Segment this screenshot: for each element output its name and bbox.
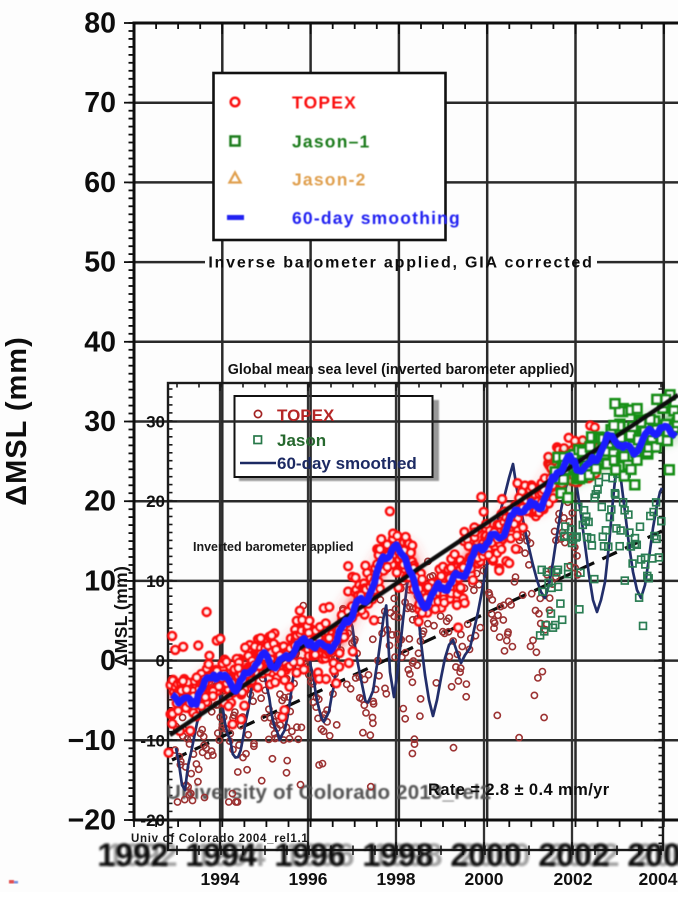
svg-text:−20: −20 bbox=[68, 805, 116, 837]
svg-text:1994: 1994 bbox=[201, 869, 240, 889]
svg-text:2002: 2002 bbox=[554, 869, 593, 889]
svg-text:TOPEX: TOPEX bbox=[277, 406, 335, 425]
svg-text:30: 30 bbox=[146, 413, 165, 432]
svg-text:Inverted barometer applied: Inverted barometer applied bbox=[193, 540, 353, 554]
svg-text:Inverse barometer applied, GIA: Inverse barometer applied, GIA corrected bbox=[208, 255, 593, 272]
svg-text:10: 10 bbox=[84, 565, 116, 597]
svg-text:Global mean sea level (inverte: Global mean sea level (inverted baromete… bbox=[228, 362, 575, 378]
svg-text:20: 20 bbox=[146, 492, 165, 511]
svg-text:2000: 2000 bbox=[450, 837, 521, 873]
svg-text:2004: 2004 bbox=[627, 837, 678, 873]
svg-text:2002: 2002 bbox=[538, 837, 609, 873]
svg-text:ΔMSL (mm): ΔMSL (mm) bbox=[111, 566, 131, 666]
svg-text:40: 40 bbox=[84, 326, 116, 358]
svg-text:1994: 1994 bbox=[194, 837, 265, 873]
svg-text:60-day smoothing: 60-day smoothing bbox=[292, 208, 461, 228]
svg-text:30: 30 bbox=[84, 406, 116, 438]
svg-text:ΔMSL (mm): ΔMSL (mm) bbox=[1, 336, 33, 505]
svg-text:50: 50 bbox=[84, 247, 116, 279]
svg-text:Jason–1: Jason–1 bbox=[292, 132, 370, 152]
svg-text:1998: 1998 bbox=[362, 837, 433, 873]
svg-text:60: 60 bbox=[84, 167, 116, 199]
svg-text:University of Colorado 2013_re: University of Colorado 2013_rel2 bbox=[166, 781, 491, 804]
svg-text:Jason-2: Jason-2 bbox=[292, 170, 367, 190]
svg-text:0: 0 bbox=[100, 645, 116, 677]
svg-text:80: 80 bbox=[84, 8, 116, 40]
svg-text:−10: −10 bbox=[68, 725, 116, 757]
svg-text:1992: 1992 bbox=[106, 837, 177, 873]
svg-text:0: 0 bbox=[156, 652, 165, 671]
svg-text:2004: 2004 bbox=[639, 869, 678, 889]
svg-text:-10: -10 bbox=[140, 731, 165, 750]
svg-text:2004: 2004 bbox=[636, 837, 678, 873]
svg-text:2000: 2000 bbox=[459, 837, 530, 873]
svg-text:1996: 1996 bbox=[274, 837, 345, 873]
svg-text:TOPEX: TOPEX bbox=[292, 93, 357, 113]
svg-text:2002: 2002 bbox=[548, 837, 619, 873]
svg-text:20: 20 bbox=[84, 486, 116, 518]
svg-text:2000: 2000 bbox=[465, 869, 504, 889]
svg-text:1998: 1998 bbox=[371, 837, 442, 873]
svg-text:Univ of Colorado 2004_rel1.1: Univ of Colorado 2004_rel1.1 bbox=[131, 833, 308, 845]
svg-text:1996: 1996 bbox=[289, 869, 328, 889]
svg-text:1996: 1996 bbox=[283, 837, 354, 873]
svg-text:1994: 1994 bbox=[185, 837, 256, 873]
svg-text:-20: -20 bbox=[140, 811, 165, 830]
svg-text:Jason: Jason bbox=[277, 431, 326, 450]
svg-text:60-day smoothed: 60-day smoothed bbox=[277, 454, 417, 473]
svg-text:Rate = 2.8 ± 0.4 mm/yr: Rate = 2.8 ± 0.4 mm/yr bbox=[428, 781, 610, 799]
svg-text:1992: 1992 bbox=[97, 837, 168, 873]
svg-text:70: 70 bbox=[84, 87, 116, 119]
svg-text:10: 10 bbox=[146, 572, 165, 591]
svg-text:1998: 1998 bbox=[377, 869, 416, 889]
